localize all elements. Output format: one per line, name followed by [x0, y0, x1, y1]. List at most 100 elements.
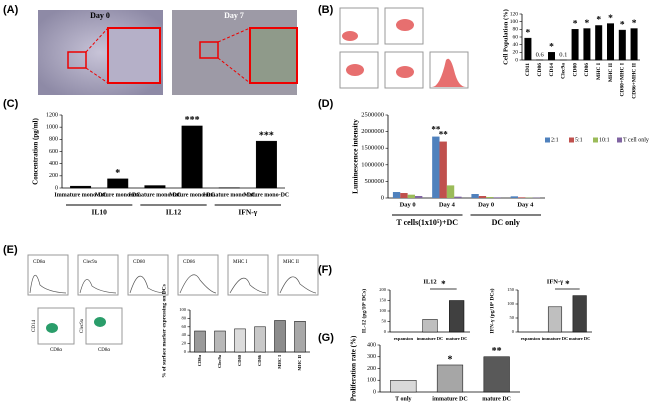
chart-title: IFN-γ [547, 278, 563, 285]
axis-label: CD8α [98, 348, 110, 353]
marker-label: CD86 [183, 260, 195, 265]
x-tick-label: MHC I [596, 63, 602, 80]
marker-label: CD80 [133, 260, 145, 265]
bar [400, 193, 408, 198]
x-tick-label: CD86 [584, 63, 590, 77]
bar [607, 23, 614, 61]
x-tick-label: CD86 [537, 63, 543, 77]
bar [107, 178, 129, 189]
legend-label: 10:1 [599, 137, 610, 143]
x-tick-label: Day 4 [439, 201, 456, 208]
x-tick-label: MHC I [277, 355, 282, 369]
bar [422, 319, 438, 333]
zoom-inset [107, 27, 161, 84]
bar [414, 196, 423, 198]
bar [446, 185, 455, 198]
flow-dots [342, 19, 466, 87]
bar [630, 28, 638, 61]
y-tick-label: 80 [513, 27, 519, 33]
legend-swatch [593, 137, 598, 143]
marker-label: CD8α [33, 260, 45, 265]
bar [478, 196, 487, 198]
significance: *** [259, 130, 274, 141]
bar [392, 192, 401, 198]
x-tick-label: Immature mono-DC [203, 192, 255, 198]
bar [194, 330, 206, 353]
significance: * [115, 168, 120, 179]
bar [583, 28, 591, 61]
bar [524, 37, 532, 61]
legend-swatch [569, 137, 574, 143]
legend-swatch [545, 137, 550, 143]
y-axis-label: Proliferation rate (%) [350, 335, 358, 401]
panel-label: (D) [318, 98, 334, 110]
x-tick-label: mature DC [482, 396, 511, 402]
significance: * [596, 16, 601, 26]
significance: * [565, 279, 570, 289]
y-tick-label: 50 [510, 315, 515, 320]
bar [449, 300, 465, 333]
significance: * [585, 19, 590, 29]
x-tick-label: immature DC [542, 336, 569, 341]
y-tick-label: 40 [513, 42, 519, 48]
legend-label: 2:1 [551, 137, 559, 143]
bar [254, 326, 266, 353]
bar [595, 25, 603, 61]
y-axis-label: IL-12 (pg/10⁶ DCs) [360, 289, 367, 333]
y-tick-label: 0 [381, 194, 384, 201]
y-tick-label: 100 [367, 378, 376, 384]
bar [255, 140, 277, 189]
x-tick-label: CD8α [197, 355, 202, 367]
value-label: 0.6 [536, 51, 545, 58]
x-tick-label: Clec9a [561, 63, 567, 79]
legend-label: 5:1 [575, 137, 583, 143]
panel-label: (A) [3, 4, 19, 16]
zoom-inset [249, 27, 298, 84]
x-tick-label: expansion [394, 336, 414, 341]
histogram-curves [29, 274, 317, 294]
significance: * [549, 43, 554, 53]
bar [234, 328, 246, 353]
x-tick-label: Day 4 [517, 201, 534, 208]
bar [493, 197, 501, 198]
y-tick-label: 400 [49, 161, 58, 167]
x-tick-label: Day 0 [400, 201, 416, 208]
y-tick-label: 40 [182, 332, 187, 337]
bar [432, 136, 440, 198]
x-tick-label: CD11 [525, 63, 531, 76]
y-tick-label: 2500000 [361, 111, 384, 118]
y-tick-label: 50 [382, 319, 387, 324]
y-tick-label: 0 [384, 329, 387, 334]
y-tick-label: 200 [379, 287, 387, 292]
bar [70, 185, 92, 189]
bar [454, 196, 462, 198]
y-tick-label: 100 [510, 19, 519, 25]
bar [471, 194, 479, 198]
bar [214, 330, 226, 353]
image-label: Day 7 [224, 11, 244, 20]
y-tick-label: 800 [49, 137, 58, 143]
y-tick-label: 0 [515, 57, 518, 63]
y-tick-label: 0 [55, 185, 58, 191]
x-tick-label: MHC II [297, 355, 302, 371]
x-tick-label: Mature mono-DC [244, 192, 290, 198]
zoom-line [217, 57, 251, 84]
y-tick-label: 150 [507, 287, 515, 292]
significance: * [608, 14, 613, 24]
bar [483, 356, 510, 393]
x-tick-label: CD80 [572, 63, 578, 77]
marker-label: MHC I [233, 260, 248, 265]
zoom-line [217, 27, 251, 43]
panel-label: (B) [318, 4, 334, 16]
y-tick-label: 1200 [46, 112, 58, 118]
x-tick-label: expansion [521, 336, 541, 341]
x-tick-label: Immature mono-DC [54, 192, 106, 198]
y-axis-label: Cell Population (%) [502, 9, 509, 65]
y-tick-label: 0 [373, 389, 376, 395]
significance: ** [431, 125, 441, 135]
axis-label: CD14 [32, 320, 37, 332]
bar [181, 125, 203, 189]
y-tick-label: 2000000 [361, 128, 384, 135]
